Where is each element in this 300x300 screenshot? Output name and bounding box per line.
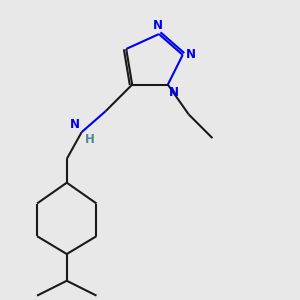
- Text: N: N: [169, 86, 179, 99]
- Text: H: H: [85, 133, 94, 146]
- Text: N: N: [186, 48, 196, 62]
- Text: N: N: [152, 19, 162, 32]
- Text: N: N: [70, 118, 80, 131]
